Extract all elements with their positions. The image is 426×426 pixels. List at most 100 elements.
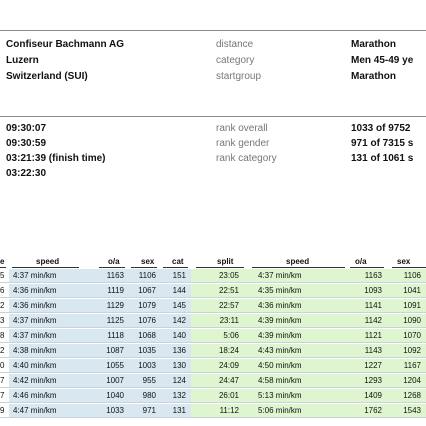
middle-divider (0, 116, 426, 117)
cell-split-sex-rank: 1106 (403, 271, 421, 280)
cell-sex-rank: 1106 (138, 271, 156, 280)
col-header-oa-2: o/a (355, 257, 367, 266)
runner-info: Confiseur Bachmann AG distance Marathon … (0, 39, 426, 87)
cell-sex-rank: 955 (142, 376, 156, 385)
cell-split: 18:24 (218, 346, 239, 355)
cell-split-overall-rank: 1409 (364, 391, 382, 400)
cell-index: 7 (0, 376, 5, 385)
info-row: Luzern category Men 45-49 ye (0, 55, 426, 71)
row-divider (0, 342, 426, 343)
distance-value: Marathon (351, 39, 396, 50)
cell-sex-rank: 1003 (138, 361, 156, 370)
category-value: Men 45-49 ye (351, 55, 414, 66)
cell-split-overall-rank: 1093 (364, 286, 382, 295)
row-background (191, 389, 426, 402)
col-header-oa: o/a (108, 257, 120, 266)
rank-overall-value: 1033 of 9752 (351, 123, 411, 134)
cell-index: 7 (0, 391, 5, 400)
cell-overall-rank: 1055 (106, 361, 124, 370)
cell-split-overall-rank: 1293 (364, 376, 382, 385)
row-background (9, 359, 191, 372)
col-header-cat: cat (172, 257, 184, 266)
cell-split-sex-rank: 1092 (403, 346, 421, 355)
cell-sex-rank: 1035 (138, 346, 156, 355)
header-underline (392, 267, 426, 268)
cell-speed: 4:37 min/km (13, 331, 57, 340)
cell-overall-rank: 1087 (106, 346, 124, 355)
splits-table: e speed o/a sex cat split speed o/a sex … (0, 255, 426, 418)
country: Switzerland (SUI) (6, 71, 88, 82)
cell-speed: 4:36 min/km (13, 286, 57, 295)
rank-category-label: rank category (216, 153, 277, 164)
cell-speed: 4:47 min/km (13, 406, 57, 415)
cell-speed: 4:46 min/km (13, 391, 57, 400)
cell-index: 8 (0, 331, 5, 340)
cell-overall-rank: 1007 (106, 376, 124, 385)
rank-overall-label: rank overall (216, 123, 268, 134)
rank-gender-value: 971 of 7315 s (351, 138, 414, 149)
cell-sex-rank: 971 (142, 406, 156, 415)
cell-split-overall-rank: 1143 (364, 346, 382, 355)
row-background (9, 284, 191, 297)
cell-speed: 4:36 min/km (13, 301, 57, 310)
cell-split-sex-rank: 1167 (403, 361, 421, 370)
cell-overall-rank: 1033 (106, 406, 124, 415)
cell-cat-rank: 140 (172, 331, 186, 340)
cell-cat-rank: 142 (172, 316, 186, 325)
table-row: 0 4:40 min/km 1055 1003 130 24:09 4:50 min/km 1… (0, 358, 426, 373)
cell-overall-rank: 1125 (106, 316, 124, 325)
cell-index: 0 (0, 361, 5, 370)
row-background (191, 269, 426, 282)
cell-split: 22:57 (218, 301, 239, 310)
row-background (9, 374, 191, 387)
cell-split: 24:09 (218, 361, 239, 370)
row-background (9, 329, 191, 342)
cell-overall-rank: 1163 (106, 271, 124, 280)
row-background (9, 269, 191, 282)
header-underline (12, 267, 79, 268)
cell-speed: 4:37 min/km (13, 316, 57, 325)
col-header-e: e (0, 257, 5, 266)
cell-sex-rank: 1079 (138, 301, 156, 310)
col-header-sex: sex (141, 257, 155, 266)
cell-cat-rank: 131 (172, 406, 186, 415)
row-divider (0, 282, 426, 283)
row-background (9, 389, 191, 402)
cell-split-speed: 4:43 min/km (258, 346, 302, 355)
table-row: 3 4:37 min/km 1125 1076 142 23:11 4:39 min/km 1… (0, 313, 426, 328)
col-header-split: split (217, 257, 234, 266)
table-row: 7 4:46 min/km 1040 980 132 26:01 5:13 min/km 14… (0, 388, 426, 403)
cell-split-speed: 5:06 min/km (258, 406, 302, 415)
cell-split-overall-rank: 1762 (364, 406, 382, 415)
cell-sex-rank: 1076 (138, 316, 156, 325)
distance-label: distance (216, 39, 254, 50)
row-background (191, 344, 426, 357)
col-header-speed-2: speed (286, 257, 310, 266)
cell-split-overall-rank: 1141 (364, 301, 382, 310)
row-background (9, 404, 191, 417)
info-row: Confiseur Bachmann AG distance Marathon (0, 39, 426, 55)
cell-split: 23:11 (219, 316, 239, 325)
cell-speed: 4:40 min/km (13, 361, 57, 370)
cell-split: 5:06 (223, 331, 239, 340)
cell-split: 11:12 (219, 406, 239, 415)
table-row: 2 4:38 min/km 1087 1035 136 18:24 4:43 min/km 1… (0, 343, 426, 358)
cell-split-overall-rank: 1142 (364, 316, 382, 325)
row-divider (0, 312, 426, 313)
row-divider (0, 402, 426, 403)
table-row: 7 4:42 min/km 1007 955 124 24:47 4:58 min/km 12… (0, 373, 426, 388)
info-row: 09:30:59 rank gender 971 of 7315 s (0, 138, 426, 153)
cell-split-speed: 5:13 min/km (258, 391, 302, 400)
row-divider (0, 297, 426, 298)
cell-sex-rank: 1067 (138, 286, 156, 295)
col-header-sex-2: sex (397, 257, 411, 266)
row-divider (0, 417, 426, 418)
cell-split-sex-rank: 1204 (403, 376, 421, 385)
header-underline (131, 267, 157, 268)
cell-cat-rank: 136 (172, 346, 186, 355)
cell-cat-rank: 145 (172, 301, 186, 310)
table-row: 2 4:36 min/km 1129 1079 145 22:57 4:36 min/km 1… (0, 298, 426, 313)
row-background (191, 359, 426, 372)
header-underline (252, 267, 345, 268)
cell-split-speed: 4:35 min/km (258, 286, 302, 295)
